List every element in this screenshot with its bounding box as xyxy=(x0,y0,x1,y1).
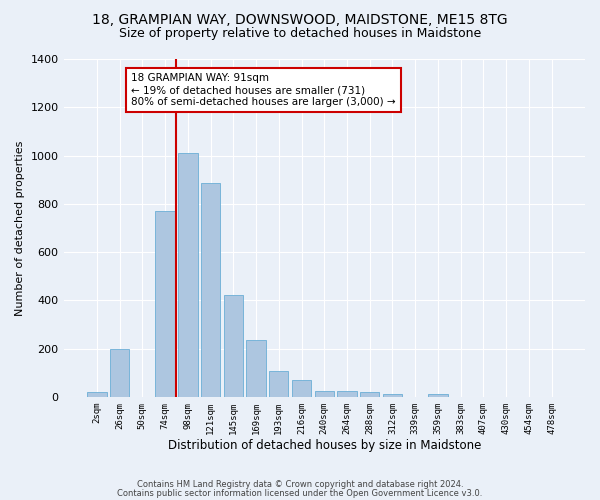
Bar xyxy=(337,391,356,397)
Bar xyxy=(110,348,130,397)
Bar xyxy=(360,392,379,397)
Bar xyxy=(428,394,448,397)
Text: 18, GRAMPIAN WAY, DOWNSWOOD, MAIDSTONE, ME15 8TG: 18, GRAMPIAN WAY, DOWNSWOOD, MAIDSTONE, … xyxy=(92,12,508,26)
Bar xyxy=(292,380,311,397)
Text: 18 GRAMPIAN WAY: 91sqm
← 19% of detached houses are smaller (731)
80% of semi-de: 18 GRAMPIAN WAY: 91sqm ← 19% of detached… xyxy=(131,74,395,106)
Text: Size of property relative to detached houses in Maidstone: Size of property relative to detached ho… xyxy=(119,28,481,40)
Text: Contains public sector information licensed under the Open Government Licence v3: Contains public sector information licen… xyxy=(118,488,482,498)
Bar xyxy=(178,153,197,397)
Bar xyxy=(314,391,334,397)
Y-axis label: Number of detached properties: Number of detached properties xyxy=(15,140,25,316)
Bar xyxy=(224,296,243,397)
Bar xyxy=(201,184,220,397)
X-axis label: Distribution of detached houses by size in Maidstone: Distribution of detached houses by size … xyxy=(167,440,481,452)
Bar xyxy=(155,211,175,397)
Bar xyxy=(247,340,266,397)
Bar xyxy=(383,394,402,397)
Text: Contains HM Land Registry data © Crown copyright and database right 2024.: Contains HM Land Registry data © Crown c… xyxy=(137,480,463,489)
Bar xyxy=(87,392,107,397)
Bar xyxy=(269,371,289,397)
